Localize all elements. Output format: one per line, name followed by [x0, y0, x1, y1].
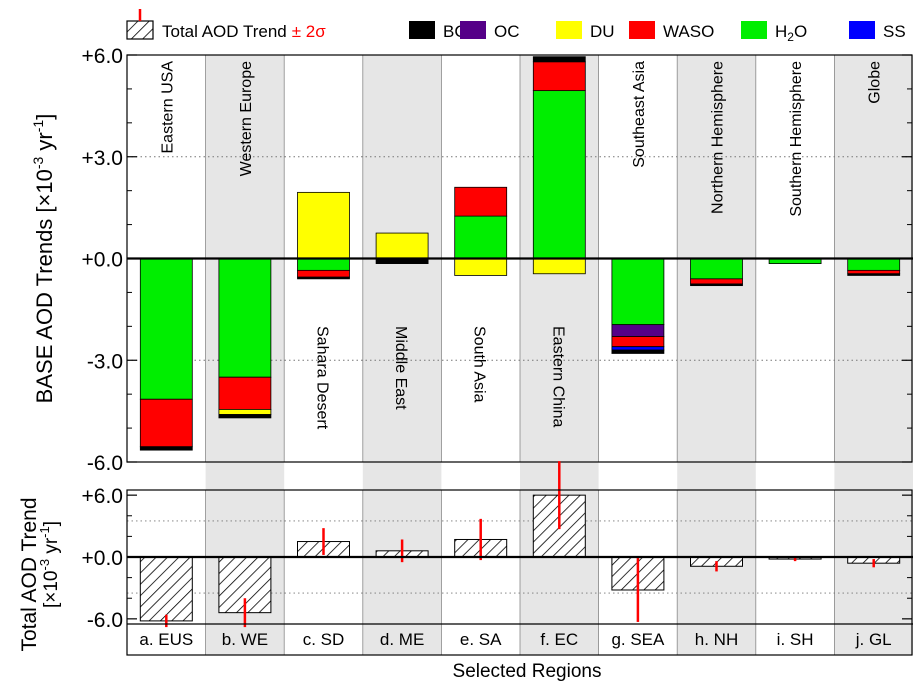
bottom-band — [834, 490, 913, 655]
bar-segment-waso — [532, 61, 586, 92]
bar-segment-bc — [297, 276, 350, 280]
bar-segment-h2o — [139, 258, 193, 400]
region-label: Western Europe — [238, 61, 255, 176]
region-label: Globe — [867, 61, 884, 104]
top-tick-label: -3.0 — [87, 350, 123, 373]
region-label: Eastern China — [549, 326, 566, 427]
bar-segment-oc — [611, 324, 665, 337]
bottom-y-axis-label-line1: Total AOD Trend — [18, 497, 41, 651]
bar-segment-du — [532, 258, 586, 275]
bottom-tick-label: +0.0 — [82, 547, 123, 570]
legend-swatch-du — [556, 21, 582, 39]
x-axis-label: Selected Regions — [453, 661, 602, 682]
bar-segment-h2o — [297, 258, 350, 271]
bottom-band — [362, 490, 442, 655]
bar-segment-waso — [611, 336, 665, 348]
gap-band — [362, 462, 442, 490]
top-tick-label: +6.0 — [82, 45, 123, 68]
gap-band — [677, 462, 756, 490]
bar-segment-bc — [532, 56, 586, 63]
legend: Total AOD Trend ± 2σ BC OC DU WASO H2O SS — [126, 9, 906, 44]
category-label: h. NH — [695, 630, 738, 649]
bar-segment-waso — [139, 398, 193, 448]
legend-label-oc: OC — [494, 22, 520, 41]
bar-segment-bc — [847, 273, 901, 276]
legend-label-waso: WASO — [663, 22, 714, 41]
category-label: c. SD — [303, 630, 345, 649]
top-tick-label: +0.0 — [82, 249, 123, 272]
bottom-panel-frame — [126, 489, 913, 656]
legend-label-du: DU — [590, 22, 615, 41]
legend-swatch-oc — [460, 21, 486, 39]
region-label: South Asia — [471, 326, 488, 403]
base-aod-panel: Eastern USA Western Europe Sahara Desert Mi… — [30, 45, 913, 490]
bar-segment-h2o — [218, 258, 272, 378]
bar-segment-du — [218, 409, 272, 415]
bar-segment-h2o — [847, 258, 901, 271]
region-label: Middle East — [392, 326, 409, 410]
bar-segment-h2o — [454, 215, 508, 259]
legend-total-swatch — [126, 20, 154, 40]
bar-segment-h2o — [532, 90, 586, 259]
category-label: a. EUS — [139, 630, 193, 649]
top-tick-label: -6.0 — [87, 452, 123, 475]
legend-total-label: Total AOD Trend ± 2σ — [162, 22, 326, 41]
category-label: d. ME — [380, 630, 424, 649]
bottom-y-axis-label-line2: [×10-3 yr-1] — [37, 521, 62, 608]
bar-segment-du — [297, 191, 350, 259]
category-label: j. GL — [855, 630, 892, 649]
bar-segment-bc — [611, 349, 665, 354]
gap-band — [205, 462, 285, 490]
bar-segment-waso — [297, 269, 350, 278]
top-tick-label: +3.0 — [82, 147, 123, 170]
bar-segment-h2o — [611, 258, 665, 326]
bar-segment-du — [375, 232, 429, 259]
category-label: f. EC — [540, 630, 578, 649]
bar-segment-waso — [690, 278, 743, 285]
legend-label-ss: SS — [883, 22, 906, 41]
legend-swatch-h2o — [741, 21, 767, 39]
legend-swatch-bc — [409, 21, 435, 39]
region-label: Northern Hemisphere — [710, 61, 727, 214]
bar-segment-bc — [690, 283, 743, 287]
legend-swatch-ss — [849, 21, 875, 39]
bottom-tick-label: -6.0 — [87, 609, 123, 632]
total-aod-panel: +6.0 +0.0 -6.0 a. EUS b. WE c. SD d. ME e. SA f… — [18, 461, 913, 682]
region-label: Southeast Asia — [631, 61, 648, 168]
category-label: e. SA — [460, 630, 502, 649]
gap-band — [834, 462, 913, 490]
category-label: g. SEA — [611, 630, 665, 649]
bar-segment-ss — [611, 346, 665, 351]
region-label: Eastern USA — [159, 61, 176, 154]
legend-total-suffix: ± 2σ — [292, 22, 327, 41]
bottom-band — [677, 490, 756, 655]
bottom-tick-label: +6.0 — [82, 485, 123, 508]
bar-segment-waso — [847, 269, 901, 275]
total-bar — [139, 556, 193, 622]
bar-segment-waso — [454, 186, 508, 217]
bar-segment-waso — [218, 376, 272, 410]
legend-swatch-waso — [629, 21, 655, 39]
bar-segment-du — [454, 258, 508, 276]
category-label: i. SH — [777, 630, 814, 649]
legend-label-h2o: H2O — [775, 22, 807, 44]
region-label: Southern Hemisphere — [788, 61, 805, 217]
category-label: b. WE — [222, 630, 268, 649]
bar-segment-bc — [218, 414, 272, 419]
region-label: Sahara Desert — [314, 326, 331, 430]
bar-segment-bc — [139, 446, 193, 451]
bar-segment-h2o — [690, 258, 743, 280]
top-y-axis-label: BASE AOD Trends [×10-3 yr-1] — [30, 114, 57, 404]
